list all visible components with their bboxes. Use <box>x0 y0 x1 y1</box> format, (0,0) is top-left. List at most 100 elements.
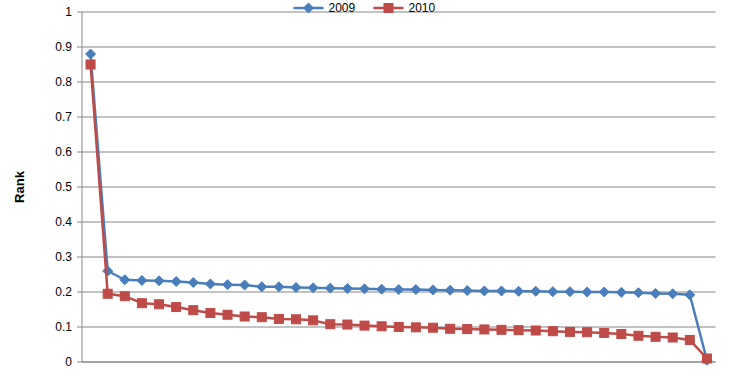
tick-label: 0.4 <box>55 215 72 229</box>
marker <box>445 285 455 295</box>
marker <box>668 289 678 299</box>
x-axis <box>82 362 716 363</box>
marker <box>120 292 129 301</box>
marker <box>411 323 420 332</box>
marker <box>137 275 147 285</box>
marker <box>479 286 489 296</box>
tick-mark <box>77 12 82 13</box>
marker <box>189 306 198 315</box>
marker <box>384 4 393 13</box>
marker <box>103 289 112 298</box>
tick-label: 0.7 <box>55 110 72 124</box>
marker <box>548 327 557 336</box>
tick-label: 1 <box>65 5 72 19</box>
marker <box>633 288 643 298</box>
marker <box>600 328 609 337</box>
marker <box>685 290 695 300</box>
marker <box>463 325 472 334</box>
marker <box>86 49 96 59</box>
tick-mark <box>77 47 82 48</box>
chart: 00.10.20.30.40.50.60.70.80.91Rank2009201… <box>0 0 737 383</box>
marker <box>171 277 181 287</box>
marker <box>548 287 558 297</box>
marker <box>616 287 626 297</box>
marker <box>103 266 113 276</box>
marker <box>309 316 318 325</box>
marker <box>292 315 301 324</box>
tick-label: 0.2 <box>55 285 72 299</box>
marker <box>120 275 130 285</box>
marker <box>342 284 352 294</box>
marker <box>496 286 506 296</box>
series <box>86 49 712 365</box>
marker <box>651 332 660 341</box>
marker <box>685 335 694 344</box>
grid-line <box>82 47 716 48</box>
marker <box>617 330 626 339</box>
marker <box>531 326 540 335</box>
marker <box>343 320 352 329</box>
marker <box>462 286 472 296</box>
legend-label: 2010 <box>409 1 436 15</box>
grid-line <box>82 152 716 153</box>
tick-mark <box>77 152 82 153</box>
marker <box>599 287 609 297</box>
marker <box>155 300 164 309</box>
y-axis <box>82 12 83 362</box>
tick-mark <box>77 257 82 258</box>
tick-label: 0.6 <box>55 145 72 159</box>
marker <box>531 286 541 296</box>
marker <box>325 283 335 293</box>
marker <box>634 331 643 340</box>
marker <box>257 313 266 322</box>
marker <box>702 354 711 363</box>
marker <box>172 303 181 312</box>
marker <box>240 280 250 290</box>
grid-line <box>82 12 716 13</box>
marker <box>86 60 95 69</box>
marker <box>583 328 592 337</box>
marker <box>154 276 164 286</box>
marker <box>308 283 318 293</box>
tick-label: 0.3 <box>55 250 72 264</box>
marker <box>394 285 404 295</box>
marker <box>257 282 267 292</box>
marker <box>514 286 524 296</box>
tick-label: 0.5 <box>55 180 72 194</box>
marker <box>446 324 455 333</box>
tick-label: 0 <box>65 355 72 369</box>
marker <box>291 282 301 292</box>
line <box>91 65 707 359</box>
marker <box>360 284 370 294</box>
marker <box>480 325 489 334</box>
marker <box>274 314 283 323</box>
marker <box>565 287 575 297</box>
marker <box>377 284 387 294</box>
marker <box>360 321 369 330</box>
marker <box>304 3 314 13</box>
marker <box>668 333 677 342</box>
grid-line <box>82 117 716 118</box>
marker <box>428 285 438 295</box>
tick-mark <box>77 222 82 223</box>
marker <box>514 326 523 335</box>
tick-mark <box>77 82 82 83</box>
marker <box>205 279 215 289</box>
marker <box>188 278 198 288</box>
tick-mark <box>77 187 82 188</box>
grid-line <box>82 82 716 83</box>
tick-label: 0.1 <box>55 320 72 334</box>
marker <box>223 310 232 319</box>
tick-mark <box>77 117 82 118</box>
marker <box>240 312 249 321</box>
legend: 20092010 <box>294 1 436 15</box>
tick-label: 0.9 <box>55 40 72 54</box>
marker <box>394 323 403 332</box>
tick-mark <box>77 362 82 363</box>
marker <box>497 325 506 334</box>
grid-line <box>82 257 716 258</box>
marker <box>326 320 335 329</box>
marker <box>651 288 661 298</box>
marker <box>582 287 592 297</box>
marker <box>428 323 437 332</box>
